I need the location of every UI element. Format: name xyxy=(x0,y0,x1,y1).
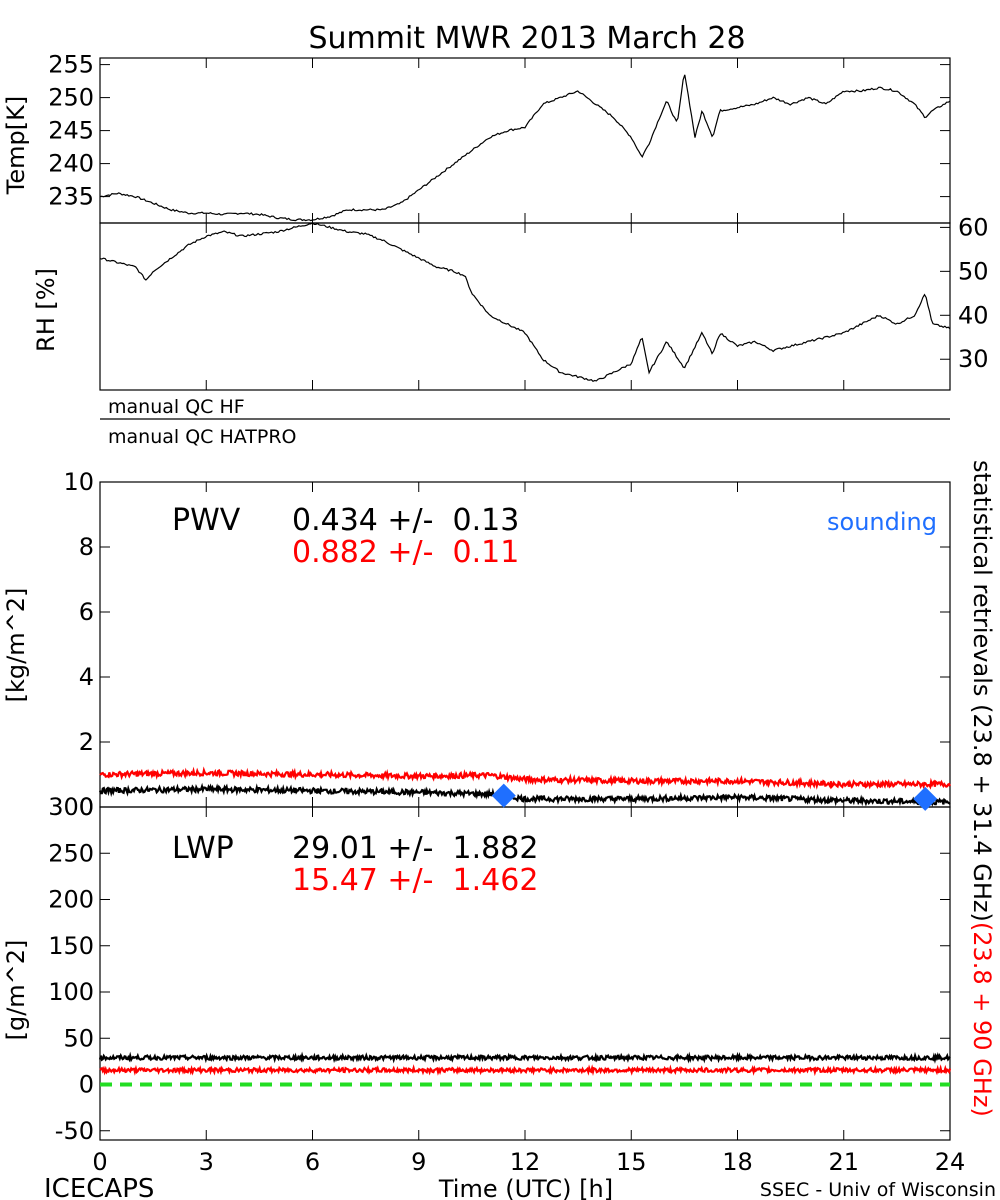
lwp-ytick-label: 150 xyxy=(48,932,94,960)
footer-ssec: SSEC - Univ of Wisconsin xyxy=(760,1179,996,1200)
pwv-ytick-label: 0 xyxy=(79,793,94,821)
x-tick-label: 9 xyxy=(411,1148,426,1176)
x-tick-label: 15 xyxy=(616,1148,647,1176)
lwp-y-label: [g/m^2] xyxy=(2,940,30,1041)
pwv-ytick-label: 4 xyxy=(79,663,94,691)
chart-title: Summit MWR 2013 March 28 xyxy=(308,21,745,56)
temp-ytick-label: 255 xyxy=(48,51,94,79)
lwp-series-line xyxy=(98,1051,951,1064)
qc-hf-label: manual QC HF xyxy=(108,396,245,418)
pwv-stat-black: 0.434 +/- 0.13 xyxy=(292,503,519,538)
x-tick-label: 6 xyxy=(305,1148,320,1176)
lwp-ytick-label: 300 xyxy=(48,793,94,821)
temp-panel-frame xyxy=(99,57,951,224)
pwv-ytick-label: 10 xyxy=(63,468,94,496)
temp-ytick-label: 245 xyxy=(48,117,94,145)
x-tick-label: 24 xyxy=(935,1148,966,1176)
x-tick-label: 3 xyxy=(199,1148,214,1176)
rh-ytick-label: 50 xyxy=(958,257,989,285)
pwv-y-label: [kg/m^2] xyxy=(2,588,30,703)
lwp-ytick-label: 100 xyxy=(48,978,94,1006)
pwv-ytick-label: 8 xyxy=(79,533,94,561)
lwp-ytick-label: 50 xyxy=(63,1024,94,1052)
qc-hatpro-label: manual QC HATPRO xyxy=(108,426,297,448)
rh-y-label: RH [%] xyxy=(32,268,60,352)
rh-series-line xyxy=(99,222,951,383)
right-label-black: statistical retrievals (23.8 + 31.4 GHz) xyxy=(968,460,996,922)
lwp-ytick-label: -50 xyxy=(55,1117,94,1145)
pwv-title: PWV xyxy=(172,503,241,538)
pwv-stat-red: 0.882 +/- 0.11 xyxy=(292,535,519,570)
sounding-marker xyxy=(491,783,516,808)
x-axis-label: Time (UTC) [h] xyxy=(438,1175,613,1200)
x-tick-label: 0 xyxy=(92,1148,107,1176)
rh-panel-frame xyxy=(99,222,951,391)
pwv-ytick-label: 6 xyxy=(79,598,94,626)
lwp-stat-black: 29.01 +/- 1.882 xyxy=(292,831,538,866)
temp-series-line xyxy=(99,74,951,222)
lwp-ytick-label: 0 xyxy=(79,1071,94,1099)
temp-ytick-label: 250 xyxy=(48,84,94,112)
lwp-title: LWP xyxy=(172,831,234,866)
sounding-legend: sounding xyxy=(827,508,937,536)
x-tick-label: 21 xyxy=(828,1148,859,1176)
footer-icecaps: ICECAPS xyxy=(44,1174,154,1200)
pwv-series-line xyxy=(98,782,951,807)
temp-ytick-label: 240 xyxy=(48,150,94,178)
rh-ytick-label: 40 xyxy=(958,301,989,329)
right-label-red: (23.8 + 90 GHz) xyxy=(968,922,996,1117)
temp-ytick-label: 235 xyxy=(48,183,94,211)
right-vertical-label: statistical retrievals (23.8 + 31.4 GHz)… xyxy=(968,460,996,1117)
lwp-ytick-label: 250 xyxy=(48,839,94,867)
rh-ytick-label: 60 xyxy=(958,213,989,241)
plot-marks: 235240245250255304050600246810-500501001… xyxy=(48,51,988,1176)
x-tick-label: 18 xyxy=(722,1148,753,1176)
x-tick-label: 12 xyxy=(510,1148,541,1176)
rh-ytick-label: 30 xyxy=(958,345,989,373)
lwp-stat-red: 15.47 +/- 1.462 xyxy=(292,863,538,898)
pwv-series-line xyxy=(99,766,951,790)
lwp-ytick-label: 200 xyxy=(48,886,94,914)
lwp-series-line xyxy=(99,1064,952,1077)
sounding-marker xyxy=(913,786,938,811)
temp-y-label: Temp[K] xyxy=(2,96,30,195)
pwv-ytick-label: 2 xyxy=(79,728,94,756)
